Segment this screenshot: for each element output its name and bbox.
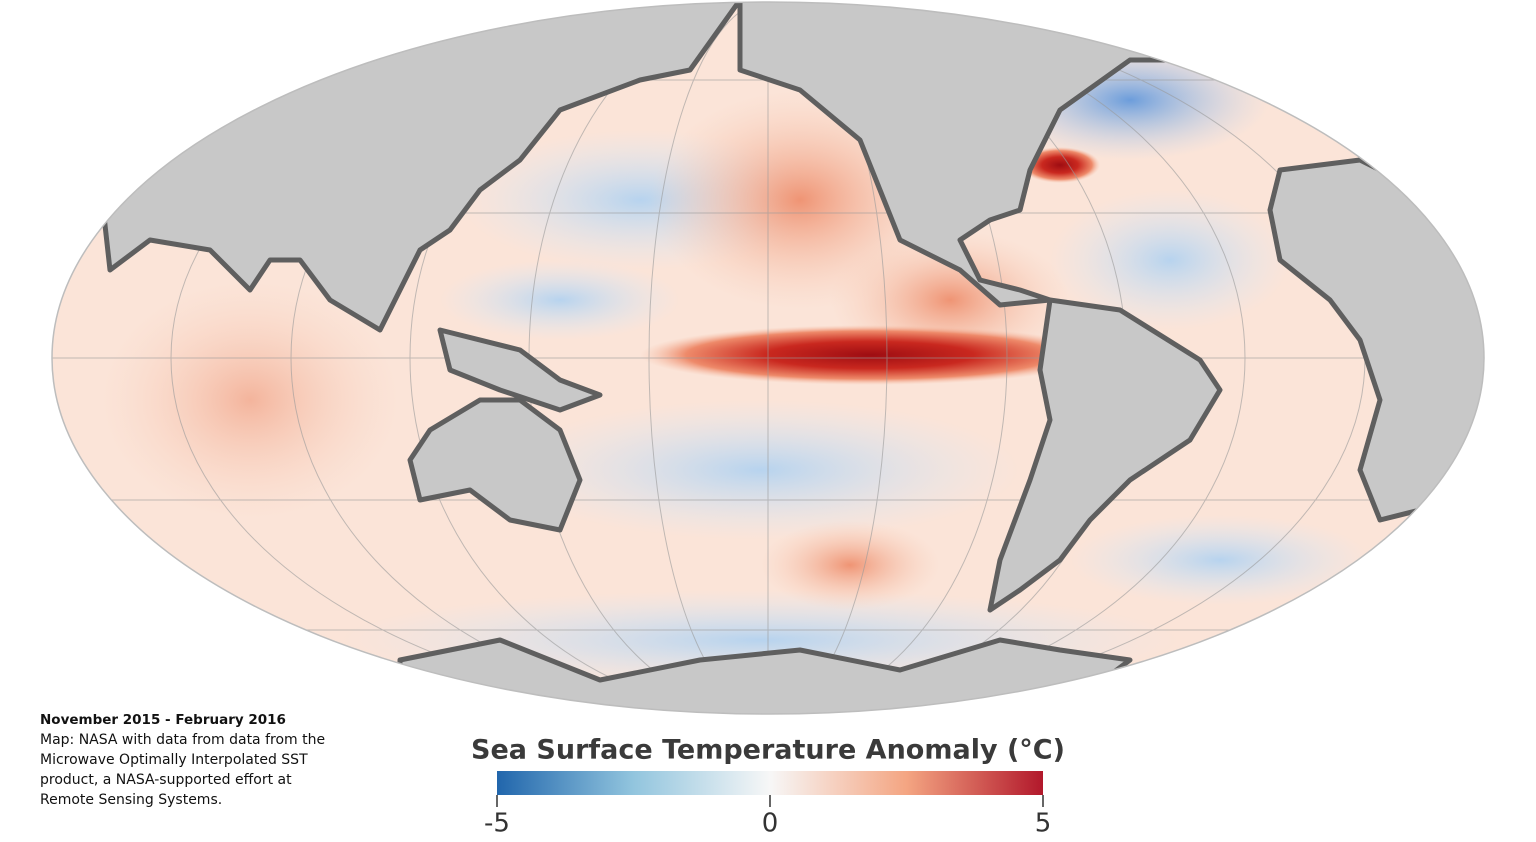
el-nino-band [640,325,1100,385]
colorbar-ticks: -5 0 5 [484,795,1051,839]
cool-patch [1070,515,1370,605]
caption: November 2015 - February 2016 Map: NASA … [40,710,325,810]
colorbar-tick-label: -5 [484,809,510,839]
south-america [987,297,1223,613]
maritime-continent [437,327,603,413]
caption-line: product, a NASA-supported effort at [40,772,292,788]
caption-line: Map: NASA with data from data from the [40,732,326,748]
europe [1297,27,1463,153]
caption-line: Remote Sensing Systems. [40,792,223,808]
warm-patch [100,280,400,520]
north-america [737,2,1253,308]
caption-title: November 2015 - February 2016 [40,712,286,728]
australia [407,397,583,533]
colorbar [497,771,1043,795]
caption-line: Microwave Optimally Interpolated SST [40,752,308,768]
antarctica [397,637,1133,714]
colorbar-tick-label: 0 [762,809,779,839]
globe [52,2,1484,714]
colorbar-title: Sea Surface Temperature Anomaly (°C) [471,735,1065,766]
cool-patch [1050,190,1290,330]
cool-patch [440,260,680,340]
land [52,2,1484,714]
warm-patch [760,520,940,610]
globe-outline [51,1,1485,715]
cool-patch [500,400,1020,540]
colorbar-tick-label: 5 [1035,809,1052,839]
warm-patch [1020,147,1100,183]
